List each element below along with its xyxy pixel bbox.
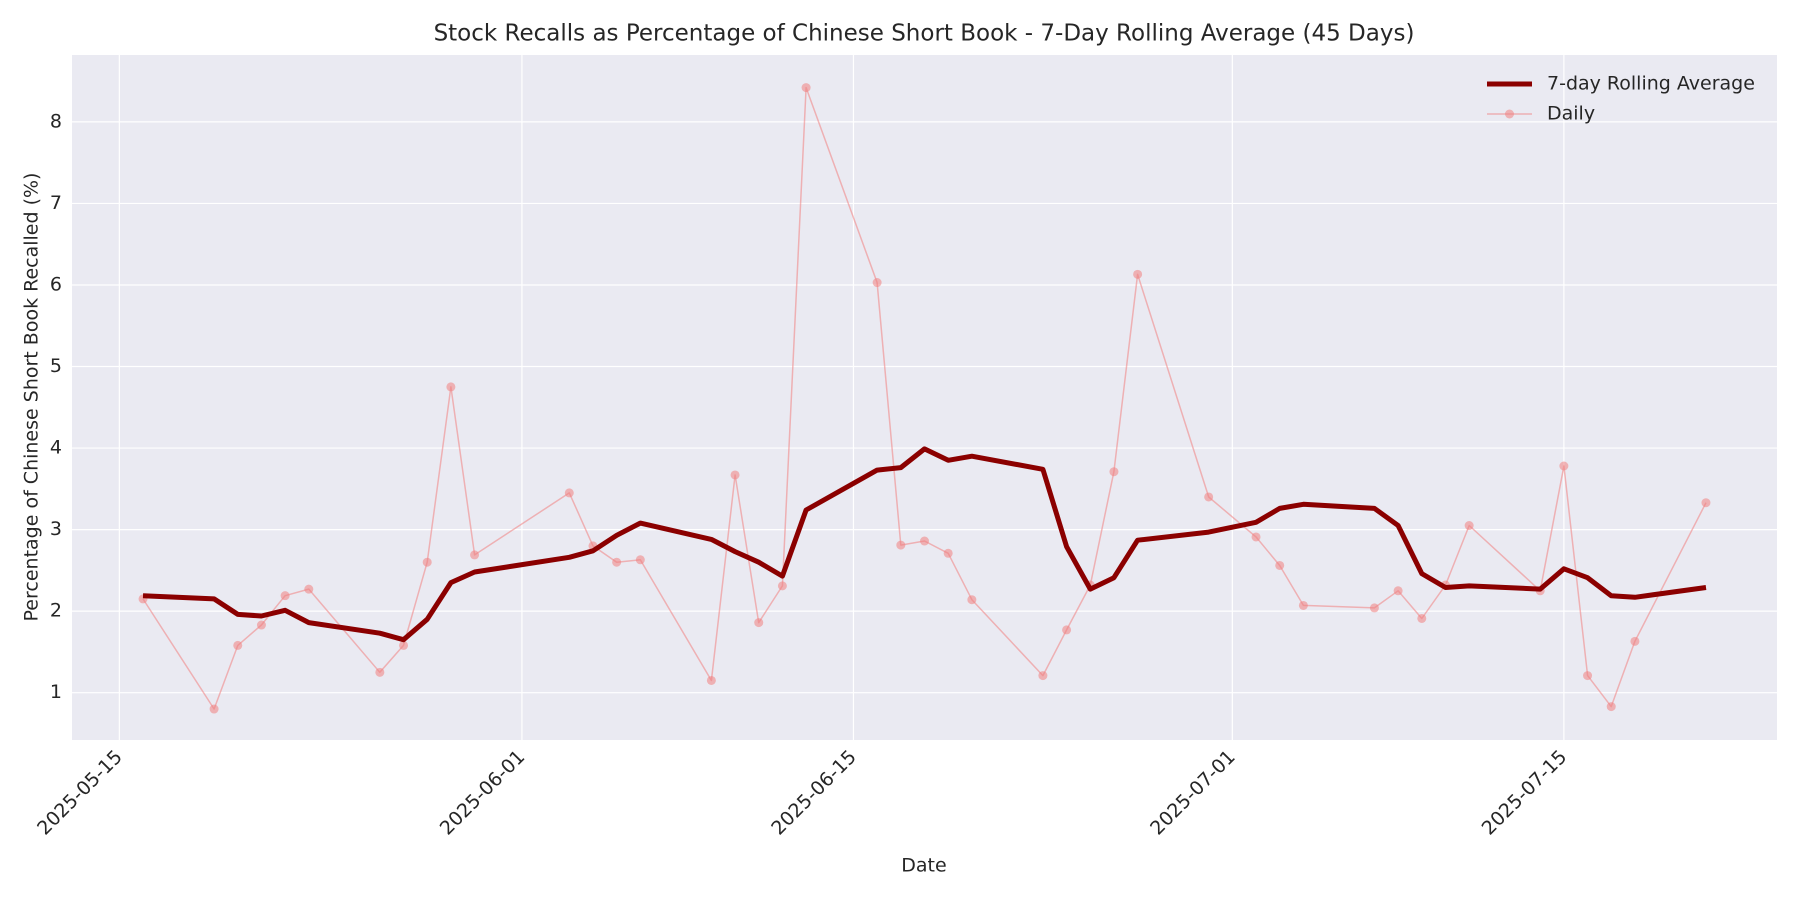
legend-marker — [1505, 109, 1514, 119]
series — [142, 446, 1707, 643]
point — [1062, 625, 1072, 635]
point — [1583, 671, 1593, 681]
point — [209, 704, 219, 714]
point — [896, 540, 906, 550]
point — [777, 581, 787, 591]
legend-label: Daily — [1547, 103, 1595, 125]
plot-area — [72, 55, 1777, 740]
point — [754, 618, 764, 628]
point — [1298, 600, 1308, 610]
point — [730, 470, 740, 480]
point — [470, 550, 480, 560]
point — [280, 591, 290, 601]
point — [422, 557, 432, 567]
point — [564, 488, 574, 498]
point — [446, 382, 456, 392]
x-tick-label: 2025-07-01 — [1146, 746, 1240, 840]
legend-label: 7-day Rolling Average — [1547, 73, 1755, 95]
point — [1417, 613, 1427, 623]
y-tick-label: 2 — [50, 600, 62, 622]
y-tick-label: 5 — [50, 355, 62, 377]
point — [304, 584, 314, 594]
rolling-line — [142, 446, 1707, 643]
point — [1109, 467, 1119, 477]
point — [233, 640, 243, 650]
y-tick-label: 6 — [50, 273, 62, 295]
point — [1559, 461, 1569, 471]
point — [1393, 586, 1403, 596]
point — [943, 548, 953, 558]
y-tick-label: 8 — [50, 110, 62, 132]
y-tick-label: 3 — [50, 518, 62, 540]
point — [872, 278, 882, 288]
point — [1606, 702, 1616, 712]
point — [801, 83, 811, 93]
point — [920, 536, 929, 546]
point — [1275, 560, 1285, 570]
point — [1133, 269, 1143, 279]
point — [1369, 603, 1379, 613]
point — [635, 555, 645, 565]
point — [1701, 498, 1711, 508]
x-tick-label: 2025-05-15 — [33, 746, 127, 840]
y-tick-label: 1 — [50, 681, 62, 703]
point — [1251, 532, 1261, 542]
x-tick-label: 2025-06-15 — [767, 746, 861, 840]
y-tick-label: 7 — [50, 192, 62, 214]
x-tick-label: 2025-07-15 — [1478, 746, 1572, 840]
point — [612, 557, 622, 567]
point — [1038, 671, 1048, 681]
point — [375, 667, 385, 677]
point — [706, 675, 716, 685]
y-axis-label: Percentage of Chinese Short Book Recalle… — [21, 173, 43, 622]
x-axis-label: Date — [901, 855, 946, 877]
point — [1464, 521, 1474, 531]
point — [967, 595, 977, 605]
chart-title: Stock Recalls as Percentage of Chinese S… — [434, 21, 1415, 47]
point — [256, 620, 266, 630]
y-tick-label: 4 — [50, 437, 62, 459]
point — [1630, 636, 1640, 646]
x-tick-label: 2025-06-01 — [436, 746, 530, 840]
point — [1204, 492, 1214, 502]
point — [399, 640, 409, 650]
